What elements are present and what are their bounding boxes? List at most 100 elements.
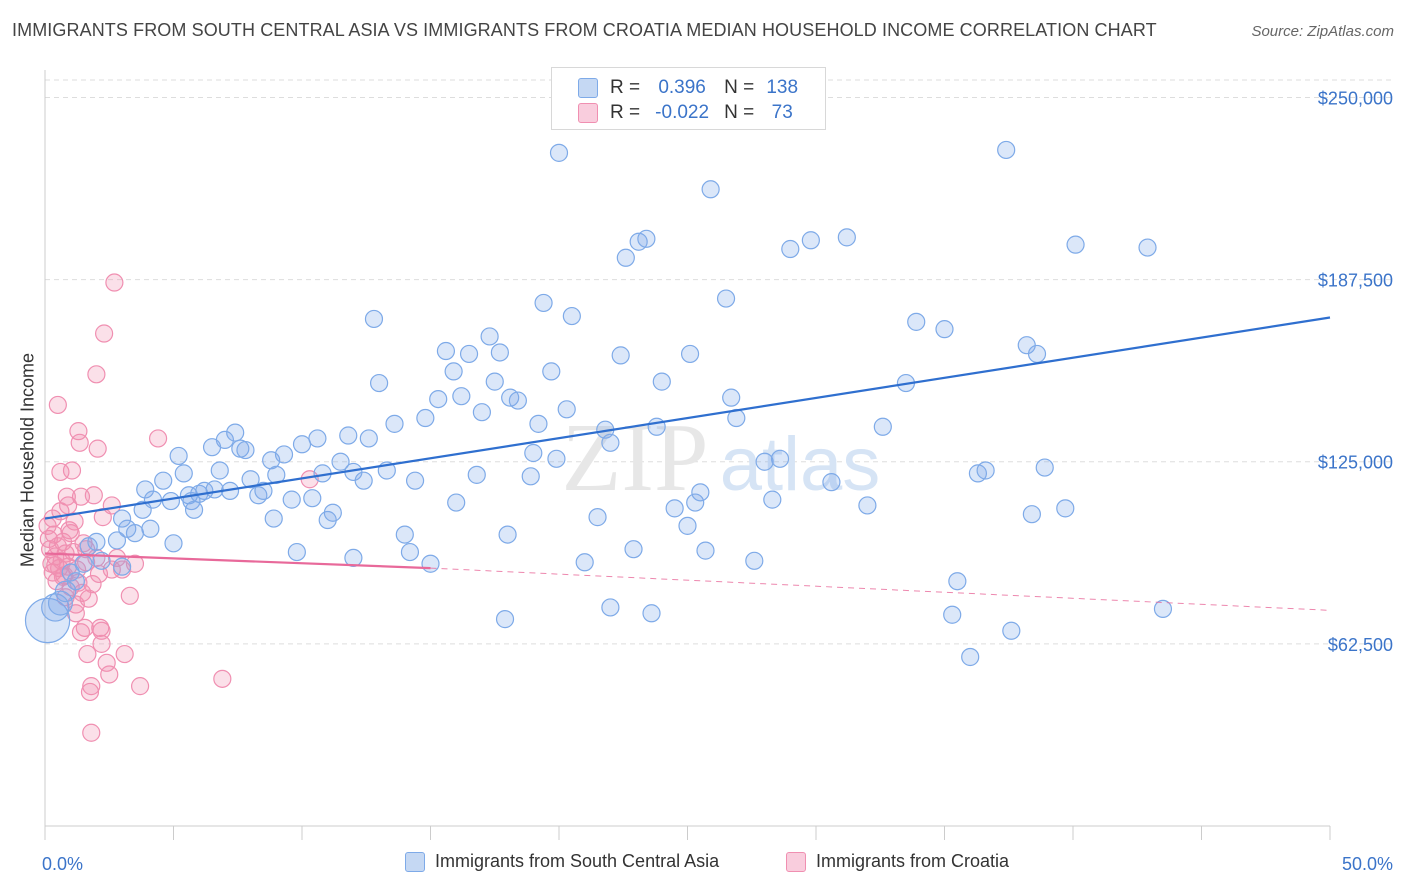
data-point-south-central-asia [174,464,193,483]
data-point-south-central-asia [722,388,741,407]
data-point-south-central-asia [1035,458,1054,477]
data-point-croatia [92,621,111,640]
chart-title: IMMIGRANTS FROM SOUTH CENTRAL ASIA VS IM… [12,20,1157,40]
data-point-south-central-asia [210,461,229,480]
data-point-south-central-asia [601,433,620,452]
series-croatia [38,273,319,742]
data-point-south-central-asia [331,452,350,471]
y-tick-label: $62,500 [1328,635,1393,655]
data-point-south-central-asia [680,344,700,364]
tick-labels: $62,500 $125,000 $187,500 $250,000 0.0% 50.0% [42,88,1393,874]
data-point-south-central-asia [763,490,782,509]
data-point-south-central-asia [444,362,463,381]
data-point-south-central-asia [611,346,630,365]
data-point-south-central-asia [24,597,71,644]
data-point-south-central-asia [364,309,384,329]
data-point-south-central-asia [421,554,440,573]
data-point-south-central-asia [935,320,954,339]
data-point-south-central-asia [549,143,569,162]
data-point-south-central-asia [529,414,548,433]
data-point-croatia [115,644,134,664]
data-point-croatia [78,644,97,664]
data-point-croatia [80,682,100,702]
data-point-south-central-asia [416,408,435,428]
data-point-croatia [88,439,107,458]
data-point-south-central-asia [637,229,656,248]
data-point-croatia [82,723,101,742]
blue-n-label: N = [724,77,755,98]
data-point-croatia [84,486,103,505]
data-point-croatia [59,496,78,515]
data-point-south-central-asia [542,362,561,381]
data-point-south-central-asia [61,563,80,582]
trend-line-south-central-asia [44,316,1331,520]
data-point-south-central-asia [184,500,204,519]
data-point-south-central-asia [74,554,93,573]
data-point-south-central-asia [652,372,671,391]
data-point-south-central-asia [66,572,85,591]
data-point-south-central-asia [822,473,841,492]
data-point-south-central-asia [1022,505,1041,524]
data-point-south-central-asia [452,387,471,406]
data-point-south-central-asia [112,509,132,528]
data-point-south-central-asia [282,490,301,509]
data-point-south-central-asia [562,306,581,326]
series-south-central-asia [24,102,1173,667]
data-point-croatia [62,461,82,480]
data-point-south-central-asia [344,548,363,568]
data-point-croatia [46,556,65,575]
data-point-croatia [51,462,70,482]
data-point-south-central-asia [303,489,322,508]
data-point-south-central-asia [472,403,491,422]
watermark-zip: ZIP [562,404,709,512]
data-point-south-central-asia [976,461,995,480]
blue-r-label: R = [610,77,641,98]
data-point-croatia [148,429,168,448]
data-point-south-central-asia [588,508,607,527]
data-point-south-central-asia [1027,344,1047,364]
data-point-croatia [105,273,124,292]
data-point-south-central-asia [400,542,420,562]
data-point-south-central-asia [429,389,448,409]
data-point-south-central-asia [459,344,479,364]
legend-item-croatia[interactable]: Immigrants from Croatia [786,851,1009,872]
data-point-croatia [71,623,91,642]
legend-label-pink: Immigrants from Croatia [816,851,1010,871]
data-point-south-central-asia [524,443,543,463]
data-point-south-central-asia [701,180,720,199]
blue-r-value: 0.396 [658,77,706,98]
data-point-south-central-asia [490,343,509,362]
x-tick-label-min: 0.0% [42,854,83,874]
y-tick-label: $250,000 [1318,88,1393,108]
stats-row-pink: R = -0.022 N = 73 [578,101,810,125]
blue-swatch [578,78,598,98]
data-point-south-central-asia [205,480,224,499]
data-point-south-central-asia [202,438,222,457]
data-point-croatia [87,365,106,384]
data-point-south-central-asia [264,509,283,528]
data-point-south-central-asia [136,480,155,499]
data-point-south-central-asia [405,471,425,490]
data-point-south-central-asia [495,610,515,629]
data-point-south-central-asia [436,341,456,361]
y-tick-label: $187,500 [1318,271,1393,291]
data-point-croatia [95,324,114,343]
data-point-south-central-asia [557,400,576,419]
data-point-south-central-asia [54,580,77,603]
data-point-south-central-asia [164,534,183,553]
trend-lines [44,316,1331,611]
data-point-south-central-asia [601,598,620,617]
data-point-south-central-asia [467,465,486,484]
data-point-south-central-asia [498,525,517,544]
data-point-south-central-asia [1153,599,1173,619]
legend-item-south-central-asia[interactable]: Immigrants from South Central Asia [405,851,719,872]
pink-swatch [578,103,598,123]
data-point-south-central-asia [665,499,684,518]
data-point-croatia [61,524,80,543]
data-point-south-central-asia [226,423,245,442]
data-point-south-central-asia [801,231,820,250]
data-point-south-central-asia [575,553,594,572]
data-point-south-central-asia [616,248,635,267]
data-point-croatia [97,653,116,672]
